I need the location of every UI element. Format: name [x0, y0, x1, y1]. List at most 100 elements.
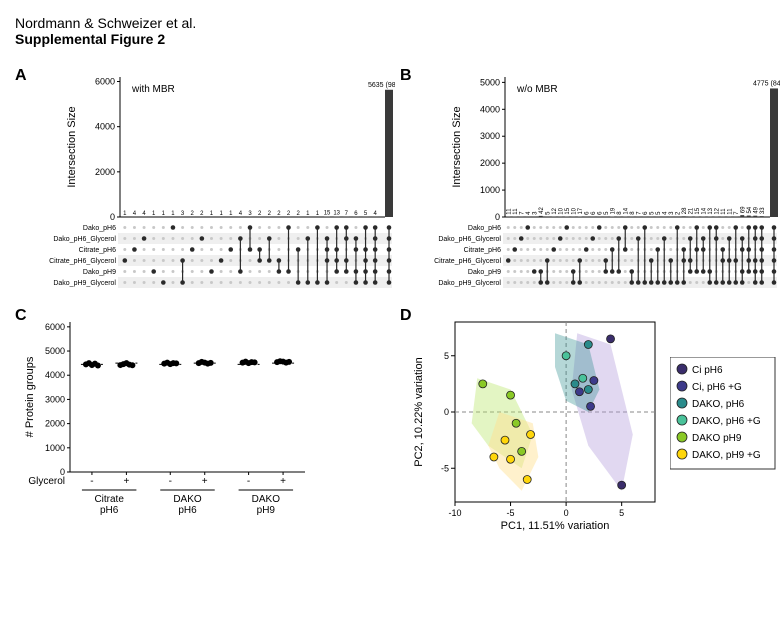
- svg-text:# Protein groups: # Protein groups: [24, 356, 36, 437]
- svg-text:6: 6: [643, 211, 649, 215]
- svg-text:5635 (98.4%): 5635 (98.4%): [368, 82, 395, 89]
- upset-plot-b: 010002000300040005000Intersection Sizew/…: [400, 67, 780, 297]
- svg-text:1: 1: [123, 211, 127, 217]
- svg-text:5: 5: [649, 211, 655, 215]
- svg-text:8: 8: [617, 211, 623, 215]
- svg-text:11: 11: [513, 208, 519, 215]
- svg-text:1: 1: [229, 211, 233, 217]
- svg-text:7: 7: [519, 211, 525, 215]
- svg-text:Citrate_pH6: Citrate_pH6: [79, 247, 116, 254]
- svg-text:6: 6: [591, 211, 597, 215]
- svg-text:2: 2: [268, 211, 272, 217]
- svg-text:69: 69: [740, 206, 746, 213]
- svg-text:-: -: [90, 476, 93, 487]
- svg-text:Ci, pH6 +G: Ci, pH6 +G: [692, 382, 742, 393]
- svg-text:pH9: pH9: [257, 505, 276, 516]
- svg-text:19: 19: [610, 207, 616, 214]
- svg-text:Dako_pH9_Glycerol: Dako_pH9_Glycerol: [438, 280, 501, 287]
- panel-a-label: A: [15, 67, 27, 85]
- svg-text:-10: -10: [448, 508, 461, 518]
- svg-text:6: 6: [354, 211, 358, 217]
- svg-text:6: 6: [584, 211, 590, 215]
- svg-text:4: 4: [374, 211, 378, 217]
- svg-text:Dako_pH6_Glycerol: Dako_pH6_Glycerol: [438, 236, 501, 243]
- svg-text:2: 2: [287, 211, 291, 217]
- panel-c: C 0100020003000400050006000# Protein gro…: [15, 307, 395, 537]
- svg-text:DAKO pH9: DAKO pH9: [692, 433, 742, 444]
- svg-text:1: 1: [171, 211, 175, 217]
- svg-text:Dako_pH9: Dako_pH9: [83, 269, 116, 276]
- svg-text:4000: 4000: [45, 370, 65, 380]
- svg-text:0: 0: [444, 407, 449, 417]
- svg-text:pH6: pH6: [100, 505, 119, 516]
- svg-text:4: 4: [239, 211, 243, 217]
- svg-text:3: 3: [248, 211, 252, 217]
- panel-b: B 010002000300040005000Intersection Size…: [400, 67, 780, 297]
- svg-text:Glycerol: Glycerol: [28, 476, 65, 487]
- svg-text:with MBR: with MBR: [131, 84, 175, 95]
- svg-text:Ci pH6: Ci pH6: [692, 365, 723, 376]
- svg-text:2000: 2000: [45, 419, 65, 429]
- svg-text:2000: 2000: [95, 167, 115, 177]
- strip-plot-c: 0100020003000400050006000# Protein group…: [15, 307, 315, 537]
- svg-text:6000: 6000: [95, 77, 115, 87]
- svg-text:17: 17: [578, 207, 584, 214]
- svg-text:11: 11: [727, 208, 733, 215]
- svg-text:5: 5: [545, 211, 551, 215]
- svg-text:8: 8: [630, 211, 636, 215]
- svg-text:Citrate_pH6_Glycerol: Citrate_pH6_Glycerol: [434, 258, 501, 265]
- svg-text:4000: 4000: [480, 104, 500, 114]
- svg-text:Intersection Size: Intersection Size: [66, 106, 78, 187]
- svg-text:4775 (84.8%): 4775 (84.8%): [753, 80, 780, 87]
- svg-text:4: 4: [526, 211, 532, 215]
- svg-text:1: 1: [152, 211, 156, 217]
- svg-text:-5: -5: [441, 463, 449, 473]
- svg-text:0: 0: [110, 212, 115, 222]
- svg-text:15: 15: [695, 207, 701, 214]
- svg-text:PC2, 10.22% variation: PC2, 10.22% variation: [413, 357, 425, 466]
- svg-text:1: 1: [316, 211, 320, 217]
- svg-text:54: 54: [747, 206, 753, 213]
- svg-text:5: 5: [364, 211, 368, 217]
- upset-plot-a: 0200040006000Intersection Sizewith MBR14…: [15, 67, 395, 297]
- svg-text:6000: 6000: [45, 322, 65, 332]
- svg-text:2: 2: [258, 211, 262, 217]
- svg-text:Dako_pH6_Glycerol: Dako_pH6_Glycerol: [53, 236, 116, 243]
- figure-line: Supplemental Figure 2: [15, 31, 767, 47]
- svg-text:3: 3: [669, 211, 675, 215]
- svg-text:2000: 2000: [480, 158, 500, 168]
- svg-text:28: 28: [682, 207, 688, 214]
- svg-text:15: 15: [565, 207, 571, 214]
- svg-text:5: 5: [604, 211, 610, 215]
- svg-text:7: 7: [636, 211, 642, 215]
- svg-text:4: 4: [662, 211, 668, 215]
- svg-text:5: 5: [656, 211, 662, 215]
- panel-c-label: C: [15, 307, 27, 325]
- svg-text:Citrate_pH6: Citrate_pH6: [464, 247, 501, 254]
- svg-text:42: 42: [539, 207, 545, 214]
- svg-text:w/o MBR: w/o MBR: [516, 84, 558, 95]
- svg-text:-: -: [247, 476, 250, 487]
- svg-text:1: 1: [306, 211, 310, 217]
- svg-text:33: 33: [760, 207, 766, 214]
- svg-text:PC1, 11.51% variation: PC1, 11.51% variation: [501, 520, 610, 532]
- svg-text:DAKO, pH9 +G: DAKO, pH9 +G: [692, 450, 761, 461]
- title-block: Nordmann & Schweizer et al. Supplemental…: [15, 15, 767, 47]
- svg-text:14: 14: [623, 207, 629, 214]
- svg-text:2: 2: [191, 211, 195, 217]
- panel-d: D -10-505-505PC1, 11.51% variationPC2, 1…: [400, 307, 780, 537]
- panel-a: A 0200040006000Intersection Sizewith MBR…: [15, 67, 395, 297]
- svg-text:1000: 1000: [45, 443, 65, 453]
- svg-text:1: 1: [210, 211, 214, 217]
- svg-text:0: 0: [564, 508, 569, 518]
- svg-text:Dako_pH6: Dako_pH6: [83, 225, 116, 232]
- svg-text:2: 2: [296, 211, 300, 217]
- svg-text:2: 2: [277, 211, 281, 217]
- panel-b-label: B: [400, 67, 412, 85]
- svg-text:4: 4: [133, 211, 137, 217]
- svg-text:0: 0: [495, 212, 500, 222]
- svg-text:2: 2: [675, 211, 681, 215]
- svg-text:DAKO: DAKO: [252, 494, 281, 505]
- svg-text:3000: 3000: [480, 131, 500, 141]
- svg-text:Citrate_pH6_Glycerol: Citrate_pH6_Glycerol: [49, 258, 116, 265]
